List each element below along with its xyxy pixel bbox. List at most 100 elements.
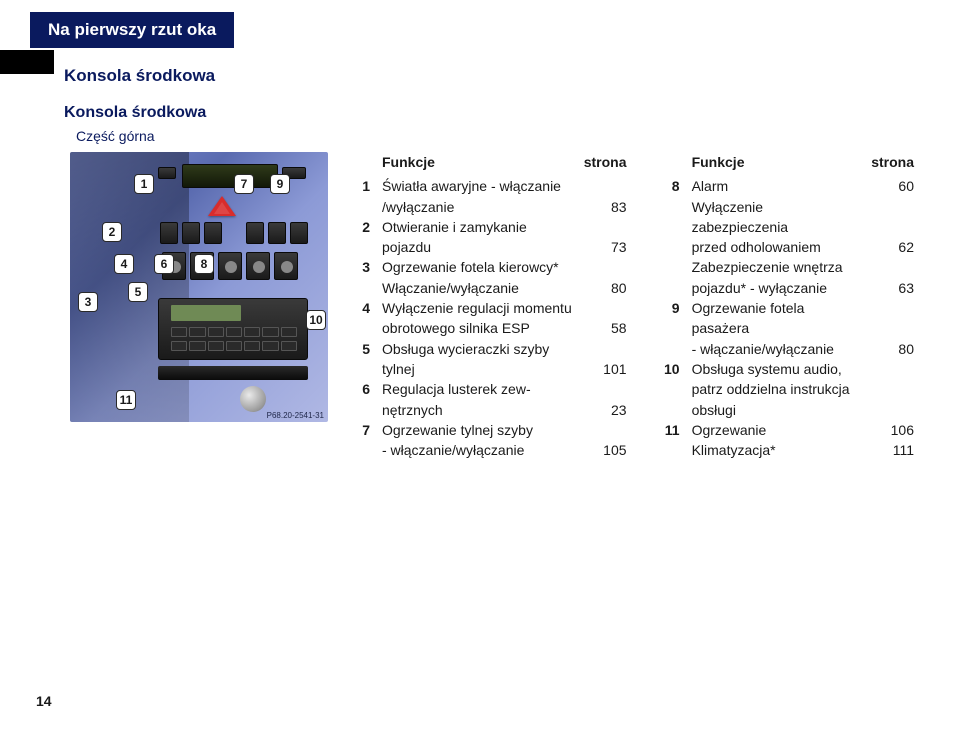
row-text: Regulacja lusterek zew- <box>378 379 576 399</box>
table-row: 3Ogrzewanie fotela kierowcy* <box>352 257 631 277</box>
table-row: 6Regulacja lusterek zew- <box>352 379 631 399</box>
functions-column-2: Funkcje strona 8Alarm60Wyłączenie zabezp… <box>660 152 918 460</box>
console-diagram: 1234567891011 P68.20-2541-31 <box>70 152 328 422</box>
content-row: 1234567891011 P68.20-2541-31 Funkcje str… <box>70 152 960 460</box>
row-text: pojazdu* - wyłączanie <box>688 278 864 298</box>
row-text: Wyłączenie regulacji momentu <box>378 298 576 318</box>
row-page: 106 <box>863 420 918 440</box>
table-row: tylnej101 <box>352 359 631 379</box>
row-number: 1 <box>352 176 378 196</box>
header-title: Na pierwszy rzut oka <box>30 12 234 48</box>
row-text: obrotowego silnika ESP <box>378 318 576 338</box>
row-page: 60 <box>863 176 918 196</box>
row-page <box>576 257 631 277</box>
row-text: nętrznych <box>378 400 576 420</box>
row-number <box>352 278 378 298</box>
table-row: 1Światła awaryjne - włączanie <box>352 176 631 196</box>
table-row: 2Otwieranie i zamykanie <box>352 217 631 237</box>
table-row: 9Ogrzewanie fotela pasażera <box>660 298 918 339</box>
diagram-switch-row-left <box>160 222 222 244</box>
table-row: Wyłączenie zabezpieczenia <box>660 197 918 238</box>
row-text: Zabezpieczenie wnętrza <box>688 257 864 277</box>
row-text: Otwieranie i zamykanie <box>378 217 576 237</box>
table-row: /wyłączanie83 <box>352 197 631 217</box>
table-row: obrotowego silnika ESP58 <box>352 318 631 338</box>
row-page: 83 <box>576 197 631 217</box>
row-page: 101 <box>576 359 631 379</box>
row-number: 11 <box>660 420 688 440</box>
row-page: 58 <box>576 318 631 338</box>
subtitle-1: Konsola środkowa <box>64 66 960 86</box>
row-number: 9 <box>660 298 688 339</box>
row-number: 4 <box>352 298 378 318</box>
row-number <box>352 400 378 420</box>
row-page: 111 <box>863 440 918 460</box>
row-page: 80 <box>863 339 918 359</box>
row-number <box>660 197 688 238</box>
row-text: Klimatyzacja* <box>688 440 864 460</box>
row-text: Światła awaryjne - włączanie <box>378 176 576 196</box>
row-text: Ogrzewanie <box>688 420 864 440</box>
callout-badge: 8 <box>194 254 214 274</box>
table-row: przed odholowaniem62 <box>660 237 918 257</box>
subtitle-2: Konsola środkowa <box>64 104 960 122</box>
row-page: 73 <box>576 237 631 257</box>
row-number: 2 <box>352 217 378 237</box>
row-number <box>660 379 688 399</box>
diagram-top-button-left <box>158 167 176 179</box>
callout-badge: 2 <box>102 222 122 242</box>
callout-badge: 6 <box>154 254 174 274</box>
row-page <box>863 400 918 420</box>
table-row: 8Alarm60 <box>660 176 918 196</box>
row-page: 62 <box>863 237 918 257</box>
row-text: - włączanie/wyłączanie <box>688 339 864 359</box>
table-row: nętrznych23 <box>352 400 631 420</box>
row-number: 5 <box>352 339 378 359</box>
row-page <box>863 379 918 399</box>
table-row: 7Ogrzewanie tylnej szyby <box>352 420 631 440</box>
diagram-top-display <box>182 164 278 188</box>
row-number: 7 <box>352 420 378 440</box>
table-row: Klimatyzacja*111 <box>660 440 918 460</box>
row-number <box>660 400 688 420</box>
table-row: Włączanie/wyłączanie80 <box>352 278 631 298</box>
row-page <box>863 298 918 339</box>
callout-badge: 1 <box>134 174 154 194</box>
margin-marker <box>0 50 54 74</box>
table-row: pojazdu73 <box>352 237 631 257</box>
row-text: Ogrzewanie fotela pasażera <box>688 298 864 339</box>
row-text: przed odholowaniem <box>688 237 864 257</box>
row-number <box>352 359 378 379</box>
row-text: Ogrzewanie fotela kierowcy* <box>378 257 576 277</box>
row-number: 10 <box>660 359 688 379</box>
row-number <box>660 339 688 359</box>
table-row: obsługi <box>660 400 918 420</box>
row-page: 80 <box>576 278 631 298</box>
row-number <box>352 440 378 460</box>
diagram-reference-code: P68.20-2541-31 <box>267 411 324 420</box>
callout-badge: 5 <box>128 282 148 302</box>
row-text: Alarm <box>688 176 864 196</box>
row-number <box>352 237 378 257</box>
row-page <box>576 217 631 237</box>
col2-header-strona: strona <box>863 152 918 176</box>
callout-badge: 9 <box>270 174 290 194</box>
radio-display <box>171 305 241 321</box>
diagram-radio-panel <box>158 298 308 360</box>
row-text: Ogrzewanie tylnej szyby <box>378 420 576 440</box>
callout-badge: 11 <box>116 390 136 410</box>
row-page <box>576 420 631 440</box>
row-number <box>660 237 688 257</box>
row-page <box>576 176 631 196</box>
callout-badge: 10 <box>306 310 326 330</box>
table-row: 11Ogrzewanie106 <box>660 420 918 440</box>
radio-brand-label <box>249 307 293 317</box>
row-number <box>352 318 378 338</box>
row-number <box>660 278 688 298</box>
row-text: obsługi <box>688 400 864 420</box>
col1-header-funkcje: Funkcje <box>378 152 576 176</box>
table-row: 10Obsługa systemu audio, <box>660 359 918 379</box>
row-text: patrz oddzielna instrukcja <box>688 379 864 399</box>
row-text: pojazdu <box>378 237 576 257</box>
row-number <box>660 257 688 277</box>
